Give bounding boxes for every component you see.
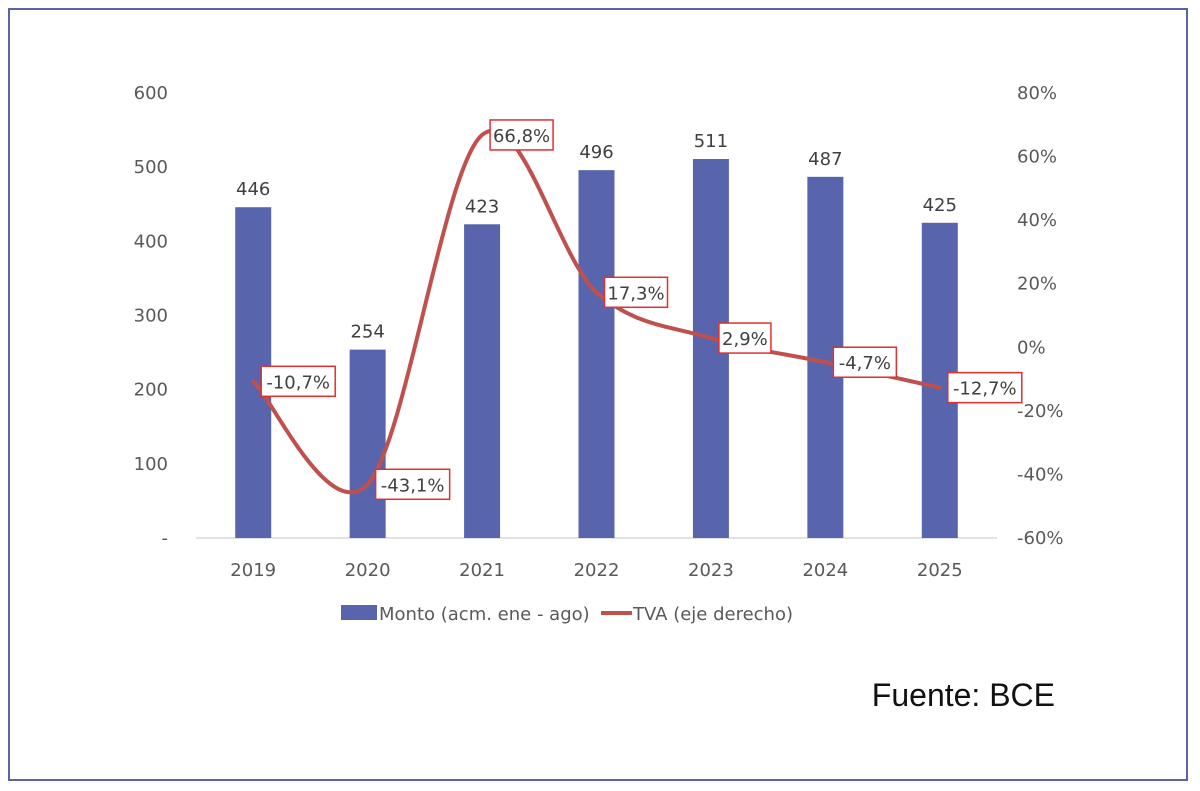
bar-2020	[349, 349, 386, 538]
left-axis-tick-label: -	[162, 528, 169, 549]
left-axis-tick-label: 400	[134, 231, 168, 252]
tva-label-box	[603, 276, 669, 309]
bar-value-label: 496	[579, 142, 613, 163]
tva-line	[251, 128, 942, 495]
tva-label-box	[947, 371, 1023, 404]
tva-value-label: 17,3%	[607, 283, 664, 304]
right-axis-tick-label: 20%	[1017, 274, 1057, 295]
x-axis-tick-label: 2025	[917, 560, 963, 581]
x-axis-tick-label: 2020	[345, 560, 391, 581]
bar-value-label: 511	[694, 131, 728, 152]
tva-label-box	[374, 468, 451, 501]
tva-value-label: -10,7%	[266, 372, 330, 393]
x-axis-tick-label: 2021	[459, 560, 505, 581]
tva-value-label: 66,8%	[493, 126, 550, 147]
tva-label-box	[260, 365, 336, 398]
legend-line-label: TVA (eje derecho)	[632, 604, 793, 625]
tva-label-box	[489, 119, 554, 151]
bar-value-label: 425	[923, 195, 957, 216]
tva-value-label: -12,7%	[953, 379, 1017, 400]
right-axis-tick-label: -60%	[1017, 528, 1064, 549]
right-axis-tick-label: 40%	[1017, 210, 1057, 231]
right-axis-tick-label: -20%	[1017, 401, 1064, 422]
bar-value-label: 423	[465, 196, 499, 217]
tva-label-box	[718, 322, 772, 354]
right-axis-tick-label: 0%	[1017, 337, 1046, 358]
bar-2021	[464, 224, 501, 538]
legend-bar-swatch	[341, 605, 377, 620]
bar-2022	[578, 170, 615, 538]
x-axis-tick-label: 2019	[230, 560, 276, 581]
tva-value-label: -4,7%	[839, 353, 891, 374]
x-axis-tick-label: 2024	[802, 560, 848, 581]
left-axis-tick-label: 200	[134, 380, 168, 401]
left-axis-tick-label: 500	[134, 157, 168, 178]
x-axis-tick-label: 2022	[574, 560, 620, 581]
left-axis-tick-label: 600	[134, 83, 168, 104]
bar-value-label: 254	[350, 322, 384, 343]
bar-value-label: 487	[808, 149, 842, 170]
left-axis-tick-label: 300	[134, 306, 168, 327]
legend-bar-label: Monto (acm. ene - ago)	[379, 604, 590, 625]
left-axis-tick-label: 100	[134, 454, 168, 475]
x-axis-tick-label: 2023	[688, 560, 734, 581]
right-axis-tick-label: 60%	[1017, 147, 1057, 168]
chart-frame	[8, 8, 1188, 781]
bar-value-label: 446	[236, 179, 270, 200]
tva-label-box	[832, 346, 898, 378]
right-axis-tick-label: 80%	[1017, 83, 1057, 104]
right-axis-tick-label: -40%	[1017, 464, 1064, 485]
source-note: Fuente: BCE	[872, 677, 1055, 713]
tva-value-label: -43,1%	[381, 475, 445, 496]
tva-value-label: 2,9%	[722, 329, 768, 350]
